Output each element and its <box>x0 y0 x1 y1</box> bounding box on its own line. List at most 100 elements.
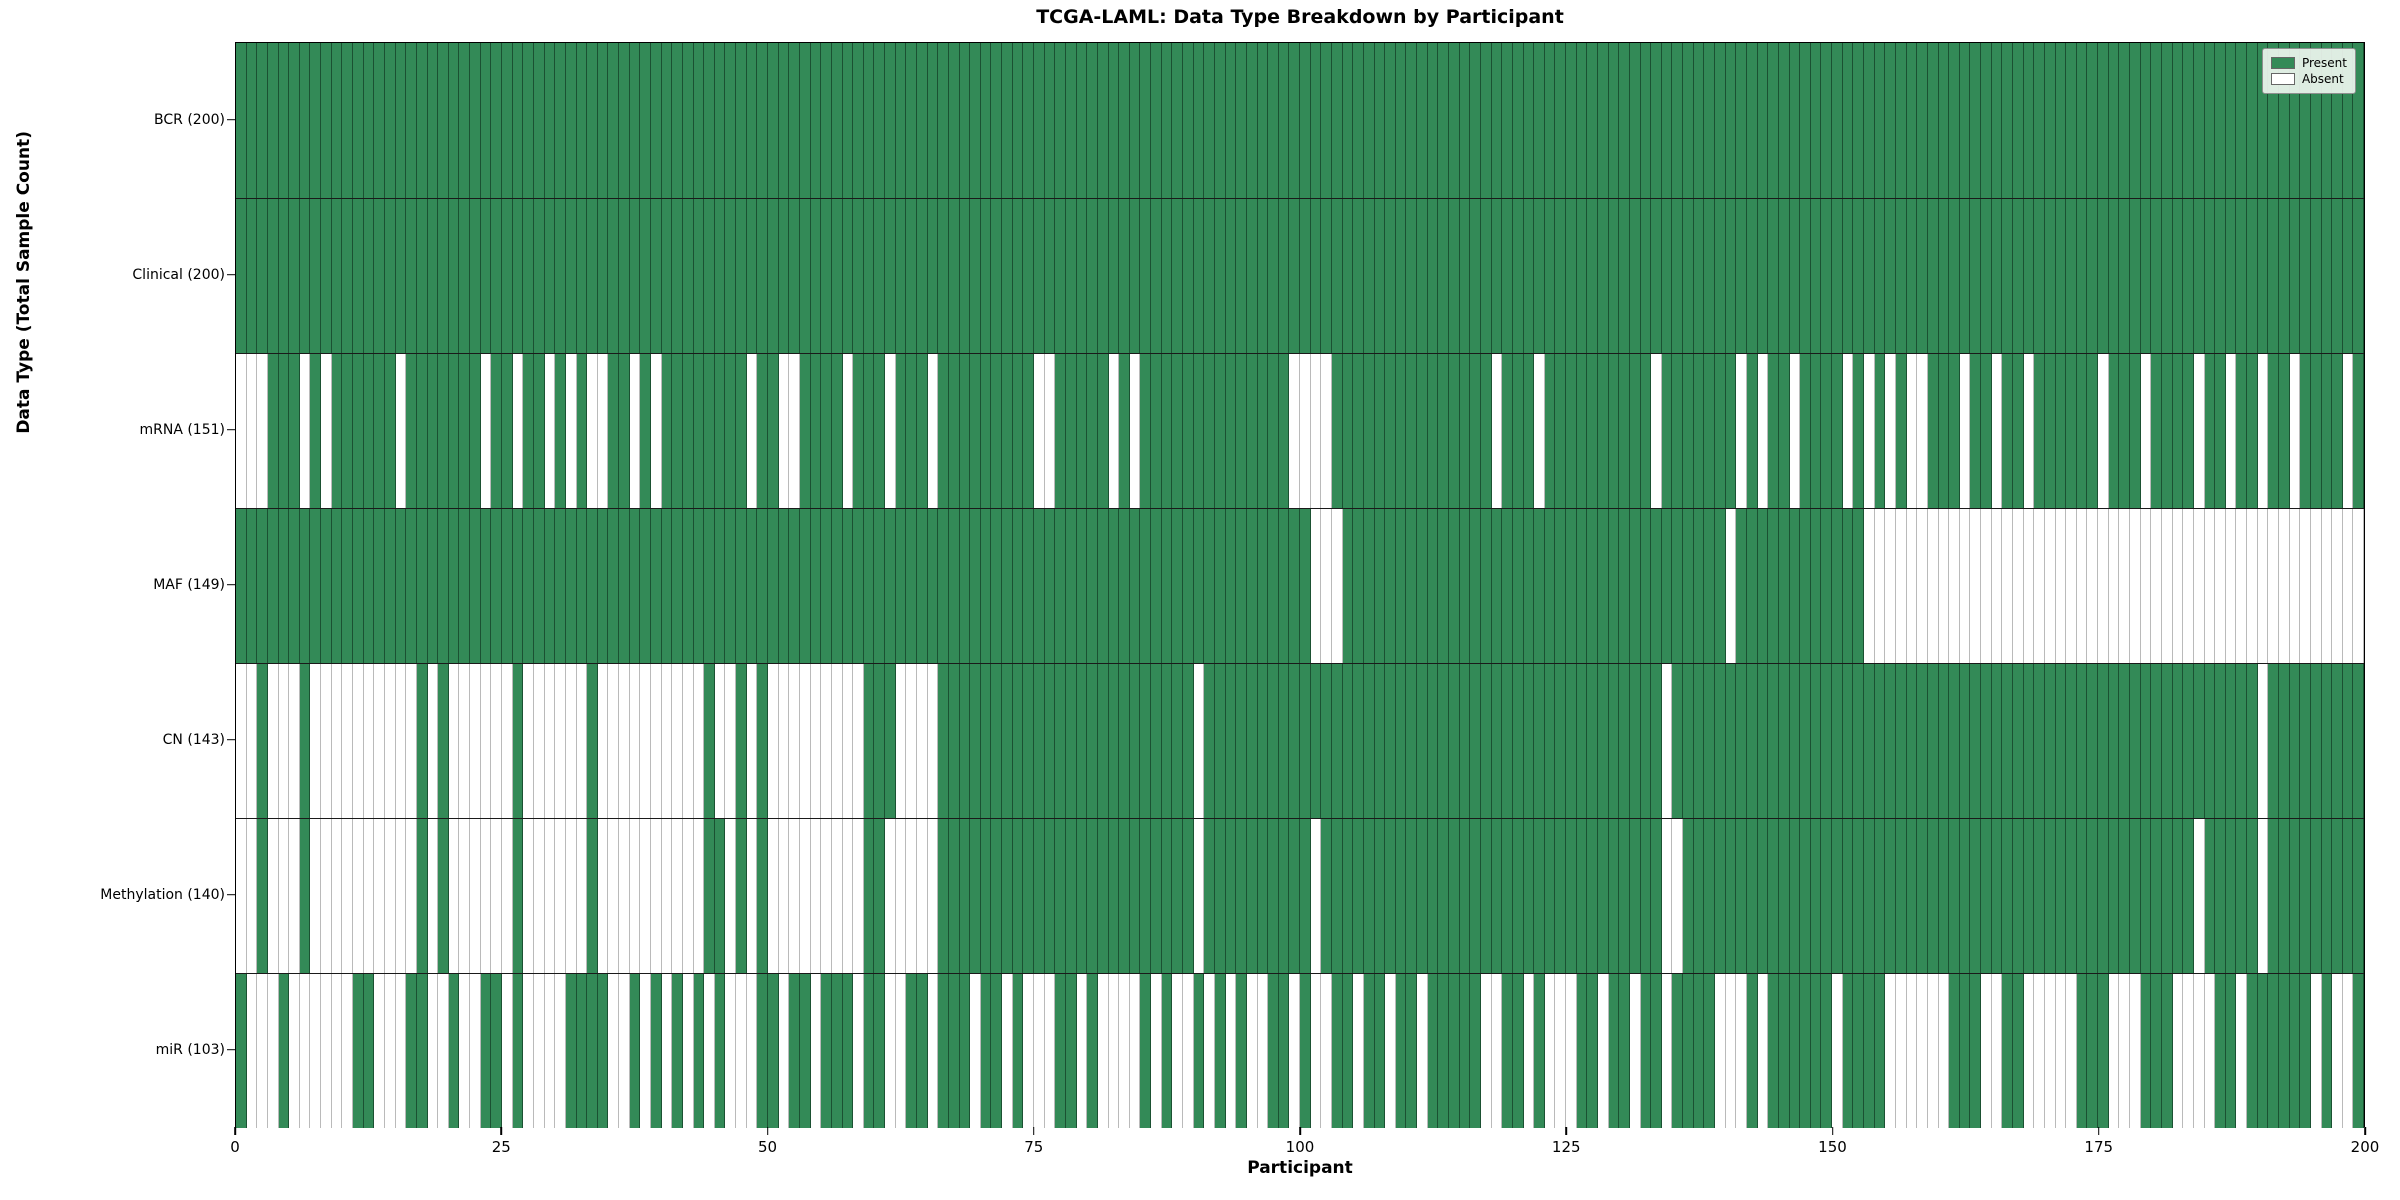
heatmap-cell <box>927 199 939 353</box>
heatmap-cell <box>544 974 556 1128</box>
heatmap-cell <box>2204 509 2216 663</box>
heatmap-cell <box>1693 509 1705 663</box>
heatmap-cell <box>842 199 854 353</box>
heatmap-cell <box>395 43 407 198</box>
heatmap-cell <box>438 509 449 663</box>
heatmap-cell <box>1449 819 1460 973</box>
heatmap-cell <box>2130 199 2141 353</box>
heatmap-cell <box>363 354 375 508</box>
x-axis-label: Participant <box>1247 1158 1353 1178</box>
heatmap-cell <box>1257 664 1269 818</box>
heatmap-cell <box>704 819 715 973</box>
heatmap-cell <box>395 819 407 973</box>
heatmap-cell <box>1810 509 1822 663</box>
heatmap-cell <box>1523 819 1535 973</box>
heatmap-cell <box>416 43 428 198</box>
heatmap-cell <box>2119 43 2131 198</box>
heatmap-cell <box>650 354 662 508</box>
heatmap-cell <box>1225 509 1237 663</box>
heatmap-cell <box>246 199 258 353</box>
heatmap-cell <box>725 664 737 818</box>
heatmap-cell <box>2279 354 2290 508</box>
heatmap-cell <box>1778 664 1790 818</box>
heatmap-cell <box>1800 354 1811 508</box>
heatmap-cell <box>1555 354 1567 508</box>
heatmap-cell <box>1321 354 1332 508</box>
heatmap-cell <box>789 354 800 508</box>
heatmap-cell <box>257 43 268 198</box>
heatmap-cell <box>1204 974 1215 1128</box>
heatmap-cell <box>1608 664 1620 818</box>
heatmap-cell <box>1885 43 1896 198</box>
heatmap-cell <box>2066 819 2077 973</box>
heatmap-cell <box>278 509 290 663</box>
heatmap-cell <box>640 509 651 663</box>
heatmap-cell <box>597 509 609 663</box>
heatmap-cell <box>1310 509 1322 663</box>
heatmap-cell <box>2332 509 2343 663</box>
heatmap-cell <box>278 819 290 973</box>
heatmap-cell <box>2321 199 2333 353</box>
heatmap-cell <box>2321 974 2333 1128</box>
heatmap-cell <box>2342 509 2354 663</box>
heatmap-cell <box>2289 354 2301 508</box>
heatmap-cell <box>1310 664 1322 818</box>
heatmap-cell <box>1300 199 1311 353</box>
heatmap-cell <box>2172 354 2184 508</box>
heatmap-cell <box>1097 664 1109 818</box>
heatmap-cell <box>1172 974 1184 1128</box>
heatmap-cell <box>1619 354 1630 508</box>
heatmap-cell <box>2119 819 2131 973</box>
heatmap-cell <box>2012 664 2024 818</box>
heatmap-cell <box>1417 354 1428 508</box>
heatmap-cell <box>1183 509 1194 663</box>
heatmap-cell <box>395 974 407 1128</box>
heatmap-cell <box>2076 819 2088 973</box>
heatmap-cell <box>1927 974 1939 1128</box>
heatmap-cell <box>2236 199 2248 353</box>
heatmap-cell <box>2066 354 2077 508</box>
heatmap-cell <box>459 664 471 818</box>
heatmap-cell <box>640 664 651 818</box>
heatmap-cell <box>1544 974 1556 1128</box>
heatmap-cell <box>2183 199 2194 353</box>
heatmap-cell <box>384 509 396 663</box>
heatmap-cell <box>2257 199 2269 353</box>
heatmap-plot-area: Present Absent <box>235 42 2365 1128</box>
heatmap-cell <box>1300 354 1311 508</box>
heatmap-cell <box>1981 819 1992 973</box>
x-tick-mark <box>766 1127 769 1135</box>
heatmap-cell <box>1832 43 1843 198</box>
heatmap-cell <box>331 509 343 663</box>
heatmap-cell <box>1395 43 1407 198</box>
heatmap-cell <box>480 354 492 508</box>
heatmap-cell <box>1470 509 1481 663</box>
heatmap-cell <box>1353 43 1364 198</box>
heatmap-cell <box>363 974 375 1128</box>
heatmap-cell <box>310 43 322 198</box>
heatmap-row-MAF <box>236 508 2365 663</box>
heatmap-cell <box>1810 974 1822 1128</box>
heatmap-cell <box>1236 664 1247 818</box>
heatmap-cell <box>1034 43 1045 198</box>
heatmap-cell <box>874 664 886 818</box>
heatmap-cell <box>650 199 662 353</box>
heatmap-cell <box>2310 664 2322 818</box>
heatmap-cell <box>2055 819 2067 973</box>
heatmap-cell <box>2257 664 2269 818</box>
heatmap-cell <box>1300 664 1311 818</box>
heatmap-cell <box>1023 664 1035 818</box>
heatmap-cell <box>2332 43 2343 198</box>
heatmap-cell <box>236 509 247 663</box>
heatmap-row-CN <box>236 663 2365 818</box>
heatmap-cell <box>597 819 609 973</box>
heatmap-cell <box>278 664 290 818</box>
heatmap-cell <box>1800 974 1811 1128</box>
heatmap-cell <box>2076 354 2088 508</box>
heatmap-cell <box>353 974 364 1128</box>
heatmap-cell <box>1300 43 1311 198</box>
heatmap-cell <box>2342 974 2354 1128</box>
heatmap-cell <box>1715 974 1726 1128</box>
heatmap-cell <box>810 509 822 663</box>
heatmap-cell <box>1055 974 1066 1128</box>
